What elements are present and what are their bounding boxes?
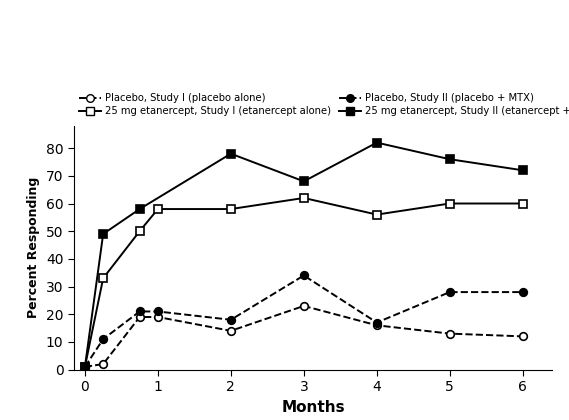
Legend: Placebo, Study I (placebo alone), 25 mg etanercept, Study I (etanercept alone), : Placebo, Study I (placebo alone), 25 mg … (79, 93, 569, 116)
Y-axis label: Percent Responding: Percent Responding (27, 177, 40, 318)
X-axis label: Months: Months (281, 399, 345, 415)
